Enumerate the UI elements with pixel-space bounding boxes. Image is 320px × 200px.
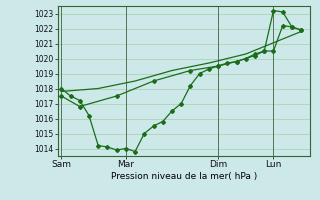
X-axis label: Pression niveau de la mer( hPa ): Pression niveau de la mer( hPa ): [111, 172, 257, 181]
